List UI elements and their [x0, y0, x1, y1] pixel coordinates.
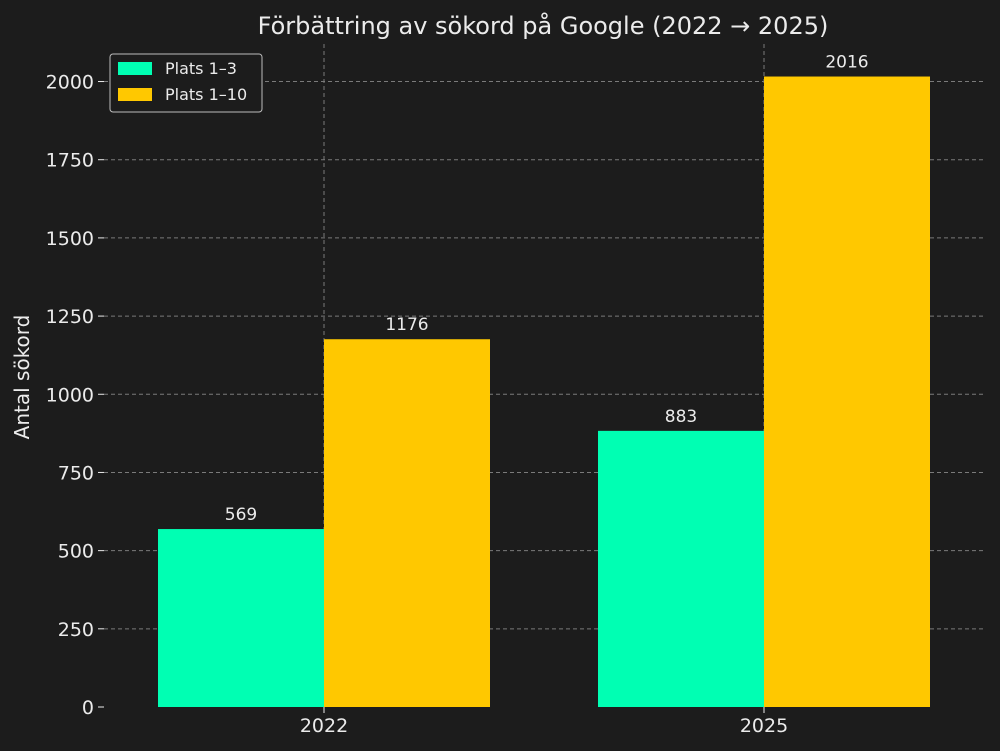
y-tick-label: 750 — [58, 462, 94, 484]
data-labels: 569 883 1176 2016 — [225, 53, 869, 526]
x-tick-label: 2022 — [300, 715, 348, 737]
legend-label: Plats 1–10 — [165, 85, 247, 104]
legend-swatch — [118, 88, 152, 101]
y-tick-label: 2000 — [46, 72, 94, 94]
y-axis-ticks: 0 250 500 750 1000 1250 1500 1750 2000 — [46, 72, 104, 719]
x-tick-label: 2025 — [740, 715, 788, 737]
bar-2025-series-2 — [764, 76, 930, 707]
y-tick-label: 250 — [58, 619, 94, 641]
y-tick-label: 1000 — [46, 384, 94, 406]
data-label: 883 — [665, 407, 697, 427]
y-tick-label: 1250 — [46, 306, 94, 328]
chart-title: Förbättring av sökord på Google (2022 → … — [258, 11, 829, 40]
x-axis-ticks: 2022 2025 — [300, 707, 788, 737]
bar-2025-series-1 — [598, 430, 764, 707]
y-tick-label: 1750 — [46, 150, 94, 172]
data-label: 2016 — [825, 53, 868, 73]
bars — [158, 76, 930, 707]
legend-label: Plats 1–3 — [165, 59, 237, 78]
y-tick-label: 0 — [82, 697, 94, 719]
y-axis-label: Antal sökord — [10, 315, 34, 440]
bar-2022-series-1 — [158, 529, 324, 707]
data-label: 1176 — [385, 315, 428, 335]
data-label: 569 — [225, 505, 257, 525]
legend: Plats 1–3 Plats 1–10 — [109, 53, 263, 113]
y-tick-label: 1500 — [46, 228, 94, 250]
bar-2022-series-2 — [324, 339, 490, 707]
legend-swatch — [118, 62, 152, 75]
y-tick-label: 500 — [58, 541, 94, 563]
